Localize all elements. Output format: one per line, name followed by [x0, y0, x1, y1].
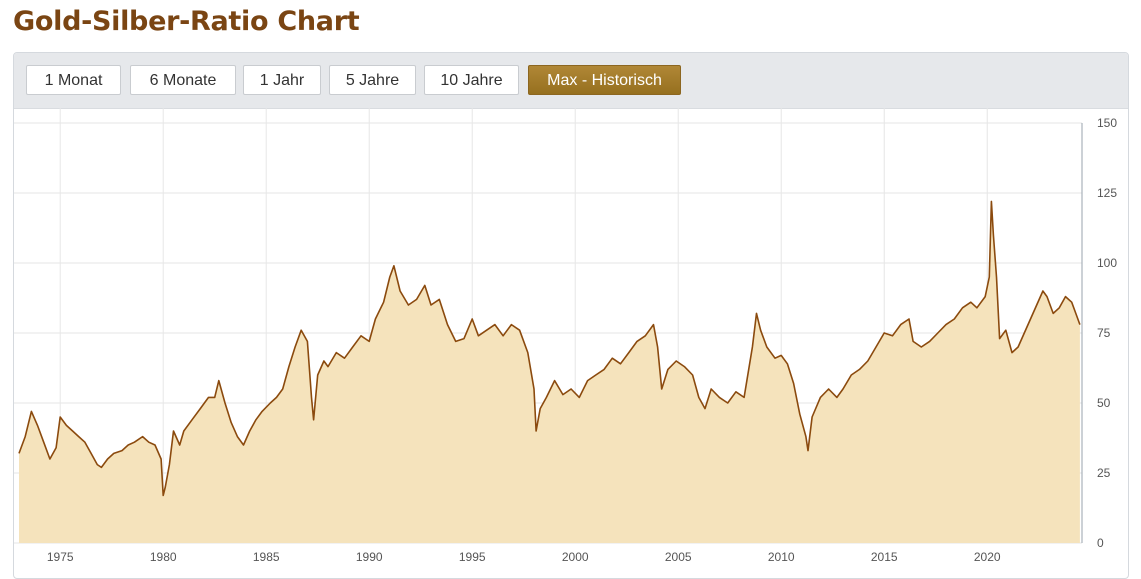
x-tick-label: 2015 [871, 550, 898, 564]
range-10-years-button[interactable]: 10 Jahre [424, 65, 519, 95]
ratio-chart: 1975 1980 1985 1990 1995 2000 2005 2010 2015 2020… [14, 108, 1117, 564]
y-tick-label: 50 [1097, 396, 1111, 410]
y-tick-label: 25 [1097, 466, 1111, 480]
range-5-years-button[interactable]: 5 Jahre [329, 65, 416, 95]
x-tick-label: 1975 [47, 550, 74, 564]
y-axis-labels: 0 25 50 75 100 125 150 [1097, 116, 1117, 550]
x-tick-label: 1980 [150, 550, 177, 564]
y-tick-label: 0 [1097, 536, 1104, 550]
y-tick-label: 75 [1097, 326, 1111, 340]
x-tick-label: 1995 [459, 550, 486, 564]
x-tick-label: 1990 [356, 550, 383, 564]
x-axis-labels: 1975 1980 1985 1990 1995 2000 2005 2010 2015 2020 [47, 550, 1001, 564]
ratio-line [18, 200, 1081, 497]
x-tick-label: 2010 [768, 550, 795, 564]
y-tick-label: 150 [1097, 116, 1117, 130]
y-tick-label: 125 [1097, 186, 1117, 200]
range-1-month-button[interactable]: 1 Monat [26, 65, 121, 95]
range-max-historic-button[interactable]: Max - Historisch [528, 65, 681, 95]
ratio-area [19, 201, 1080, 543]
x-tick-label: 2000 [562, 550, 589, 564]
x-tick-label: 1985 [253, 550, 280, 564]
y-tick-label: 100 [1097, 256, 1117, 270]
x-tick-label: 2020 [974, 550, 1001, 564]
x-tick-label: 2005 [665, 550, 692, 564]
chart-area: 1975 1980 1985 1990 1995 2000 2005 2010 2015 2020… [14, 108, 1128, 578]
page-title: Gold-Silber-Ratio Chart [13, 6, 360, 37]
range-1-year-button[interactable]: 1 Jahr [243, 65, 321, 95]
range-6-months-button[interactable]: 6 Monate [130, 65, 236, 95]
range-toolbar: 1 Monat 6 Monate 1 Jahr 5 Jahre 10 Jahre… [14, 53, 1128, 109]
chart-panel: 1 Monat 6 Monate 1 Jahr 5 Jahre 10 Jahre… [13, 52, 1129, 579]
